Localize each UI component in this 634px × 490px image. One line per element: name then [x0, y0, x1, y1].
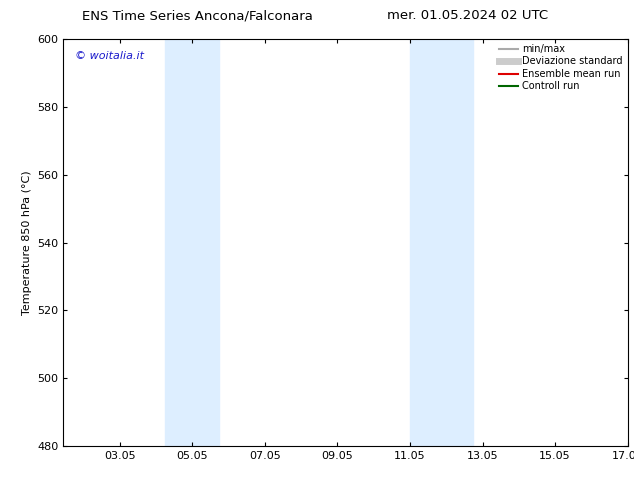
Text: mer. 01.05.2024 02 UTC: mer. 01.05.2024 02 UTC — [387, 9, 548, 22]
Bar — [410, 39, 474, 446]
Text: © woitalia.it: © woitalia.it — [75, 51, 144, 61]
Text: ENS Time Series Ancona/Falconara: ENS Time Series Ancona/Falconara — [82, 9, 313, 22]
Legend: min/max, Deviazione standard, Ensemble mean run, Controll run: min/max, Deviazione standard, Ensemble m… — [497, 42, 624, 93]
Y-axis label: Temperature 850 hPa (°C): Temperature 850 hPa (°C) — [22, 170, 32, 315]
Bar — [165, 39, 219, 446]
